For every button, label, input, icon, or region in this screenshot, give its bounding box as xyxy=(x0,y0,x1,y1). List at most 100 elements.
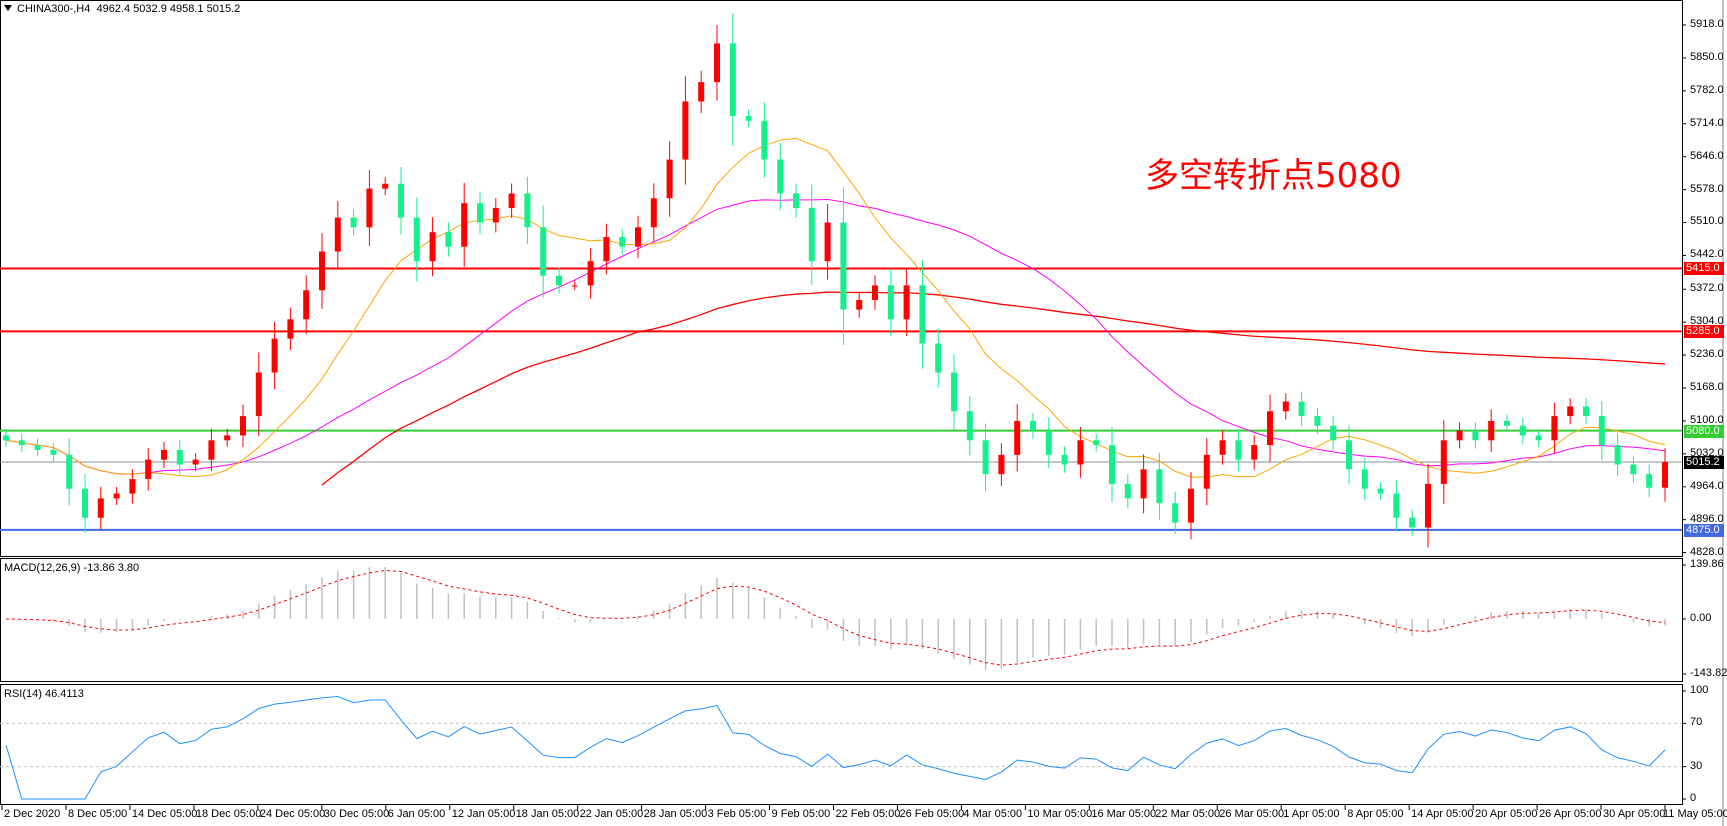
candle-body xyxy=(1140,469,1147,499)
candle-body xyxy=(982,440,989,475)
macd-tick-label: -143.82 xyxy=(1690,667,1727,679)
candle-body xyxy=(97,498,104,518)
candle-body xyxy=(1061,454,1068,465)
time-tick-label: 3 Feb 05:00 xyxy=(707,808,767,820)
candle-body xyxy=(192,459,199,465)
candle-body xyxy=(966,411,973,441)
candle-body xyxy=(129,479,136,494)
candle-body xyxy=(1440,440,1447,484)
candle-body xyxy=(540,227,547,276)
candle-body xyxy=(1472,430,1479,441)
candle-body xyxy=(1124,483,1131,499)
candle-body xyxy=(50,449,57,455)
time-tick-label: 30 Dec 05:00 xyxy=(323,808,390,820)
time-tick-label: 18 Jan 05:00 xyxy=(515,808,580,820)
candle-body xyxy=(808,207,815,262)
candle-body xyxy=(919,285,926,344)
candle-body xyxy=(1235,440,1242,460)
time-tick-label: 16 Mar 05:00 xyxy=(1091,808,1157,820)
time-tick-label: 8 Apr 05:00 xyxy=(1347,808,1404,820)
candle-body xyxy=(1314,416,1321,426)
candle-body xyxy=(935,343,942,373)
candle-body xyxy=(1203,454,1210,489)
level-price-tag: 5015.2 xyxy=(1684,455,1724,469)
time-tick-label: 24 Dec 05:00 xyxy=(259,808,326,820)
time-tick-label: 8 Dec 05:00 xyxy=(67,808,128,820)
candle-body xyxy=(1567,406,1574,417)
candle-body xyxy=(350,217,357,228)
candle-body xyxy=(1219,440,1226,455)
candle-body xyxy=(1646,474,1653,488)
price-tick-label: 5304.0 xyxy=(1690,315,1724,328)
candle-body xyxy=(1535,435,1542,441)
candle-body xyxy=(1045,430,1052,455)
candle-body xyxy=(366,188,373,228)
candle-body xyxy=(1282,401,1289,412)
candle-body xyxy=(587,261,594,286)
time-tick-label: 2 Dec 2020 xyxy=(4,808,61,820)
candle-body xyxy=(698,82,705,102)
chart-title: CHINA300-,H4 4962.4 5032.9 4958.1 5015.2 xyxy=(4,3,240,15)
time-tick-label: 22 Jan 05:00 xyxy=(579,808,644,820)
time-tick-label: 30 Apr 05:00 xyxy=(1603,808,1666,820)
candle-body xyxy=(240,416,246,436)
ma-slow-line xyxy=(321,291,1666,486)
candle-body xyxy=(1614,445,1621,465)
time-tick-label: 22 Mar 05:00 xyxy=(1155,808,1221,820)
candle-body xyxy=(334,217,341,252)
candle-body xyxy=(619,237,626,247)
time-tick-label: 14 Apr 05:00 xyxy=(1411,808,1474,820)
price-tick-label: 5100.0 xyxy=(1690,413,1724,426)
rsi-line xyxy=(5,695,1666,800)
time-tick-label: 9 Feb 05:00 xyxy=(771,808,831,820)
candle-body xyxy=(714,43,720,83)
price-tick-label: 5236.0 xyxy=(1690,348,1724,361)
annotation-text[interactable]: 多空转折点5080 xyxy=(1145,156,1402,196)
macd-pane-frame xyxy=(0,558,1683,682)
candle-body xyxy=(145,459,152,480)
candle-body xyxy=(34,445,41,450)
price-tick-label: 4964.0 xyxy=(1690,479,1724,492)
price-tick-label: 5714.0 xyxy=(1690,116,1724,129)
candle-body xyxy=(1488,420,1495,441)
candle-body xyxy=(398,183,404,218)
candle-body xyxy=(1551,416,1558,441)
candle-body xyxy=(492,207,499,223)
candle-body xyxy=(1077,440,1084,465)
candle-body xyxy=(113,493,120,499)
candle-body xyxy=(1598,416,1605,446)
main-pane-frame xyxy=(0,0,1683,557)
price-tick-label: 5850.0 xyxy=(1690,50,1724,63)
candle-body xyxy=(66,454,73,489)
candle-body xyxy=(176,449,183,465)
rsi-tick-label: 100 xyxy=(1690,684,1709,696)
macd-tick-label: 0.00 xyxy=(1690,612,1712,624)
candle-body xyxy=(556,275,562,286)
candle-body xyxy=(1504,420,1510,426)
candle-body xyxy=(951,372,957,412)
candle-body xyxy=(1267,411,1273,446)
price-tick-label: 5646.0 xyxy=(1690,149,1724,162)
candle-body xyxy=(287,319,294,339)
time-tick-label: 28 Jan 05:00 xyxy=(643,808,708,820)
rsi-pane-frame xyxy=(0,684,1683,805)
candle-body xyxy=(1172,503,1179,523)
dropdown-triangle-icon[interactable] xyxy=(4,5,12,11)
candle-body xyxy=(429,232,436,262)
candle-body xyxy=(208,440,215,460)
candle-body xyxy=(1251,445,1258,460)
candle-body xyxy=(1030,420,1036,431)
level-price-tag: 5080.0 xyxy=(1684,424,1724,438)
candle-body xyxy=(1188,488,1194,523)
time-tick-label: 4 Mar 05:00 xyxy=(963,808,1023,820)
candle-body xyxy=(745,115,752,121)
price-tick-label: 5032.0 xyxy=(1690,446,1724,459)
candle-body xyxy=(1456,430,1463,441)
time-tick-label: 10 Mar 05:00 xyxy=(1027,808,1093,820)
time-tick-label: 11 May 05:00 xyxy=(1663,808,1727,820)
candle-body xyxy=(445,232,452,247)
candle-body xyxy=(1109,445,1115,484)
time-tick-label: 1 Apr 05:00 xyxy=(1283,808,1340,820)
time-tick-label: 22 Feb 05:00 xyxy=(835,808,901,820)
